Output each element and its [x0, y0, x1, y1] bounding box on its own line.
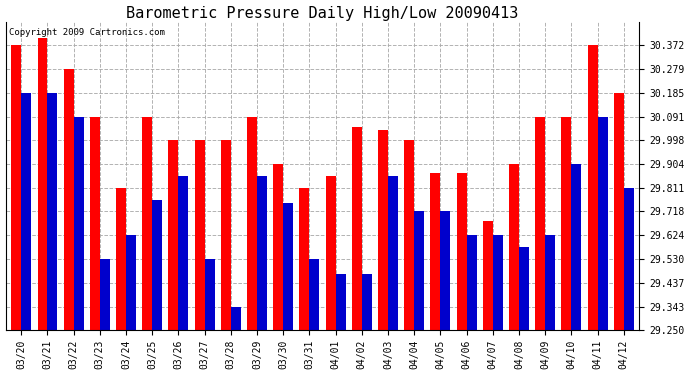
Bar: [257, 176, 267, 330]
Bar: [362, 274, 372, 330]
Bar: [588, 45, 598, 330]
Bar: [378, 130, 388, 330]
Bar: [205, 259, 215, 330]
Bar: [168, 140, 179, 330]
Bar: [388, 176, 398, 330]
Bar: [299, 188, 309, 330]
Bar: [231, 307, 241, 330]
Bar: [37, 38, 48, 330]
Bar: [352, 127, 362, 330]
Bar: [326, 176, 335, 330]
Bar: [309, 259, 319, 330]
Bar: [457, 173, 466, 330]
Bar: [247, 117, 257, 330]
Bar: [179, 176, 188, 330]
Bar: [624, 188, 633, 330]
Bar: [414, 211, 424, 330]
Bar: [466, 236, 477, 330]
Bar: [63, 69, 74, 330]
Bar: [483, 221, 493, 330]
Bar: [571, 164, 581, 330]
Bar: [335, 274, 346, 330]
Bar: [283, 203, 293, 330]
Bar: [74, 117, 83, 330]
Bar: [90, 117, 100, 330]
Bar: [545, 236, 555, 330]
Bar: [48, 93, 57, 330]
Bar: [431, 173, 440, 330]
Bar: [21, 93, 31, 330]
Bar: [221, 140, 231, 330]
Bar: [535, 117, 545, 330]
Bar: [195, 140, 205, 330]
Bar: [142, 117, 152, 330]
Bar: [100, 259, 110, 330]
Bar: [273, 164, 283, 330]
Bar: [493, 236, 503, 330]
Bar: [519, 247, 529, 330]
Bar: [404, 140, 414, 330]
Title: Barometric Pressure Daily High/Low 20090413: Barometric Pressure Daily High/Low 20090…: [126, 6, 519, 21]
Text: Copyright 2009 Cartronics.com: Copyright 2009 Cartronics.com: [9, 28, 165, 37]
Bar: [440, 211, 451, 330]
Bar: [598, 117, 607, 330]
Bar: [562, 117, 571, 330]
Bar: [11, 45, 21, 330]
Bar: [126, 236, 136, 330]
Bar: [152, 200, 162, 330]
Bar: [116, 188, 126, 330]
Bar: [509, 164, 519, 330]
Bar: [614, 93, 624, 330]
